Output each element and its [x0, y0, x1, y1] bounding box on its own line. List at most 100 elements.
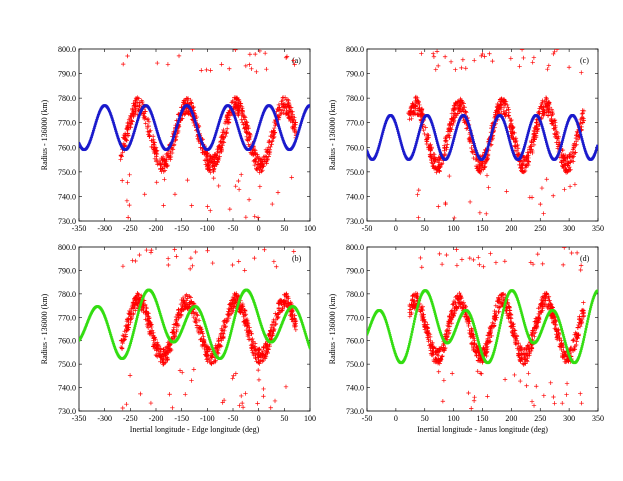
- model-point: [486, 145, 490, 149]
- model-point: [108, 110, 112, 114]
- model-point: [132, 331, 135, 334]
- observation-point: [228, 298, 234, 303]
- observation-point: [467, 199, 473, 205]
- model-point: [416, 136, 419, 140]
- y-tick-label: 790.0: [58, 70, 76, 79]
- model-point: [104, 316, 107, 320]
- observation-point: [293, 318, 299, 324]
- model-point: [545, 142, 549, 146]
- model-point: [158, 137, 161, 140]
- model-point: [111, 120, 115, 123]
- model-point: [277, 126, 281, 129]
- model-point: [202, 317, 205, 321]
- observation-point: [214, 345, 219, 350]
- model-point: [128, 345, 131, 348]
- observation-point: [153, 341, 159, 347]
- observation-point: [262, 353, 267, 359]
- observation-point: [462, 105, 467, 110]
- model-point: [474, 146, 477, 150]
- observation-point: [155, 158, 160, 163]
- model-point: [595, 148, 598, 151]
- model-point: [304, 334, 308, 338]
- model-point: [377, 146, 380, 150]
- model-point: [252, 142, 255, 145]
- observation-point: [549, 119, 554, 124]
- model-point: [398, 137, 402, 141]
- model-point: [216, 124, 220, 128]
- observation-point: [521, 55, 526, 61]
- model-point: [529, 123, 532, 127]
- model-point: [178, 114, 182, 118]
- model-point: [96, 115, 99, 119]
- model-point: [595, 146, 598, 150]
- observation-point: [535, 129, 540, 134]
- observation-point: [226, 110, 231, 115]
- model-point: [546, 146, 550, 150]
- observation-point: [513, 336, 519, 341]
- observation-point: [120, 405, 125, 411]
- observation-point: [243, 214, 249, 220]
- x-tick-label: -250: [123, 414, 138, 423]
- model-point: [296, 132, 300, 136]
- observation-point: [201, 339, 206, 344]
- observation-point: [437, 169, 442, 174]
- model-point: [170, 141, 173, 145]
- panel-3: -350 -300 -250 -200 -150 -100 -50 0 50 100730.074…: [40, 243, 316, 434]
- observation-point: [135, 95, 140, 100]
- model-point: [274, 115, 278, 119]
- observation-point: [511, 124, 516, 130]
- x-tick-label: 150: [477, 414, 489, 423]
- x-tick-label: 100: [304, 224, 316, 233]
- model-point: [129, 339, 133, 343]
- model-point: [115, 131, 118, 134]
- observation-point: [529, 147, 534, 152]
- model-point: [165, 331, 168, 335]
- model-point: [137, 309, 141, 312]
- observation-point: [554, 140, 559, 145]
- observation-point: [125, 180, 130, 185]
- model-point: [279, 131, 283, 135]
- model-point: [136, 120, 139, 123]
- model-point: [544, 138, 548, 142]
- observation-point: [216, 339, 221, 344]
- model-point: [94, 120, 98, 124]
- model-point: [110, 116, 114, 120]
- model-point: [393, 120, 397, 124]
- model-point: [140, 299, 143, 303]
- y-tick-label: 730.0: [346, 217, 364, 226]
- observation-point: [120, 264, 126, 269]
- observation-point: [182, 112, 187, 117]
- observation-point: [230, 376, 235, 381]
- model-point: [105, 321, 109, 325]
- observation-point: [236, 178, 241, 184]
- y-tick-label: 760.0: [346, 143, 364, 152]
- model-point: [394, 121, 397, 125]
- observation-point: [268, 328, 273, 334]
- model-point: [511, 150, 515, 153]
- observation-point: [509, 127, 514, 132]
- observation-point: [502, 111, 508, 116]
- observation-point: [166, 342, 172, 348]
- observation-point: [470, 150, 475, 155]
- observation-point: [149, 144, 154, 150]
- observation-point: [172, 247, 177, 252]
- observation-point: [244, 137, 250, 142]
- observation-point: [216, 143, 222, 148]
- observation-point: [205, 151, 210, 156]
- model-point: [94, 122, 97, 126]
- observation-point: [123, 334, 129, 339]
- observation-point: [484, 173, 490, 178]
- observation-point: [250, 152, 256, 158]
- model-point: [261, 112, 265, 115]
- model-point: [255, 310, 259, 314]
- observation-point: [152, 334, 157, 340]
- observation-point: [201, 334, 206, 339]
- model-point: [417, 130, 421, 134]
- observation-point: [533, 133, 539, 138]
- model-point: [542, 130, 545, 133]
- observation-point: [443, 200, 448, 206]
- model-point: [103, 313, 106, 317]
- observation-point: [219, 149, 224, 154]
- model-point: [195, 126, 199, 130]
- observation-point: [563, 166, 569, 172]
